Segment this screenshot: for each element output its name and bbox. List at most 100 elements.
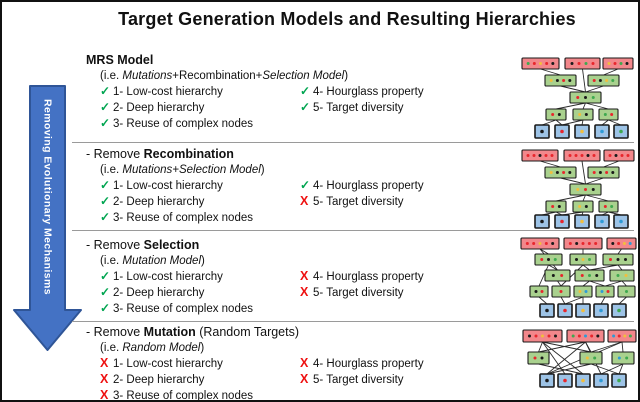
criteria-left-column: ✓ 1- Low-cost hierarchy ✓ 2- Deep hierarch… bbox=[100, 84, 522, 132]
status-icon: X bbox=[300, 194, 309, 208]
status-icon: ✓ bbox=[100, 178, 111, 192]
sub-post: ) bbox=[201, 255, 205, 267]
criterion-label: 4- Hourglass property bbox=[313, 86, 424, 98]
criterion-row: ✓ 1- Low-cost hierarchy bbox=[100, 269, 522, 285]
criterion-row: ✓ 3- Reuse of complex nodes bbox=[100, 116, 522, 132]
arrow-label: Removing Evolutionary Mechanisms bbox=[41, 98, 54, 295]
heading-bold: Recombination bbox=[143, 147, 234, 161]
criterion-label: 1- Low-cost hierarchy bbox=[113, 180, 223, 192]
sub-post: ) bbox=[260, 164, 265, 176]
section-subtitle: (i.e. Mutation Model) bbox=[100, 253, 522, 269]
sub-post: ) bbox=[200, 342, 205, 354]
criterion-row: X 4- Hourglass property bbox=[300, 356, 424, 372]
heading-prefix: - Remove bbox=[86, 147, 144, 161]
heading-suffix: (Random Targets) bbox=[195, 325, 300, 339]
section-remove-selection: - Remove Selection (i.e. Mutation Model)… bbox=[86, 237, 522, 317]
heading-prefix: - Remove bbox=[86, 238, 144, 252]
criterion-row: ✓ 2- Deep hierarchy bbox=[100, 194, 522, 210]
criterion-row: X 1- Low-cost hierarchy bbox=[100, 356, 522, 372]
criterion-row: X 4- Hourglass property bbox=[300, 269, 424, 285]
criterion-row: ✓ 4- Hourglass property bbox=[300, 84, 424, 100]
status-icon: X bbox=[300, 372, 309, 386]
heading-bold: Selection bbox=[143, 238, 200, 252]
criterion-label: 2- Deep hierarchy bbox=[113, 287, 205, 299]
section-mrs-model: MRS Model (i.e. Mutations+Recombination+… bbox=[86, 52, 522, 132]
criteria-right-column: ✓ 4- Hourglass property X 5- Target divers… bbox=[300, 178, 424, 210]
status-icon: ✓ bbox=[100, 100, 111, 114]
heading-prefix: - Remove bbox=[86, 325, 144, 339]
criterion-label: 4- Hourglass property bbox=[313, 358, 424, 370]
criteria-right-column: ✓ 4- Hourglass property ✓ 5- Target divers… bbox=[300, 84, 424, 116]
criterion-label: 4- Hourglass property bbox=[313, 271, 424, 283]
section-heading: - Remove Recombination bbox=[86, 146, 522, 162]
sub-italic2: Selection Model bbox=[262, 70, 345, 82]
criterion-label: 3- Reuse of complex nodes bbox=[113, 390, 253, 402]
sub-pre: (i.e. bbox=[100, 164, 123, 176]
down-arrow-icon bbox=[13, 85, 82, 351]
section-divider bbox=[72, 321, 634, 322]
status-icon: ✓ bbox=[100, 84, 111, 98]
status-icon: ✓ bbox=[100, 301, 111, 315]
criterion-row: ✓ 2- Deep hierarchy bbox=[100, 100, 522, 116]
criteria-right-column: X 4- Hourglass property X 5- Target divers… bbox=[300, 356, 424, 388]
criterion-label: 3- Reuse of complex nodes bbox=[113, 212, 253, 224]
criterion-label: 1- Low-cost hierarchy bbox=[113, 358, 223, 370]
criterion-row: ✓ 1- Low-cost hierarchy bbox=[100, 84, 522, 100]
section-heading: - Remove Selection bbox=[86, 237, 522, 253]
criterion-row: X 2- Deep hierarchy bbox=[100, 372, 522, 388]
hierarchy-diagram-mrs bbox=[519, 55, 637, 141]
status-icon: X bbox=[300, 269, 309, 283]
section-subtitle: (i.e. Mutations+Selection Model) bbox=[100, 162, 522, 178]
heading-bold: Mutation bbox=[143, 325, 196, 339]
status-icon: ✓ bbox=[100, 285, 111, 299]
criterion-row: ✓ 5- Target diversity bbox=[300, 100, 424, 116]
status-icon: ✓ bbox=[100, 116, 111, 130]
criterion-label: 2- Deep hierarchy bbox=[113, 196, 205, 208]
sub-italic1: Random Model bbox=[122, 342, 201, 354]
section-remove-recombination: - Remove Recombination (i.e. Mutations+S… bbox=[86, 146, 522, 226]
sub-mid: +Recombination+ bbox=[172, 70, 263, 82]
criterion-label: 1- Low-cost hierarchy bbox=[113, 271, 223, 283]
criterion-label: 3- Reuse of complex nodes bbox=[113, 303, 253, 315]
criterion-label: 4- Hourglass property bbox=[313, 180, 424, 192]
hierarchy-diagram-no-recombination bbox=[519, 148, 637, 232]
criteria-left-column: ✓ 1- Low-cost hierarchy ✓ 2- Deep hierarch… bbox=[100, 178, 522, 226]
section-heading: MRS Model bbox=[86, 52, 522, 68]
criterion-row: X 5- Target diversity bbox=[300, 194, 424, 210]
criterion-row: ✓ 4- Hourglass property bbox=[300, 178, 424, 194]
removing-mechanisms-arrow: Removing Evolutionary Mechanisms bbox=[8, 82, 86, 356]
sub-post: ) bbox=[344, 70, 349, 82]
criterion-row: ✓ 1- Low-cost hierarchy bbox=[100, 178, 522, 194]
status-icon: X bbox=[100, 388, 109, 402]
criterion-label: 2- Deep hierarchy bbox=[113, 374, 205, 386]
criterion-label: 5- Target diversity bbox=[313, 196, 404, 208]
sub-italic1: Mutation Model bbox=[122, 255, 201, 267]
section-divider bbox=[72, 142, 634, 143]
sub-pre: (i.e. bbox=[100, 342, 123, 354]
status-icon: ✓ bbox=[100, 269, 111, 283]
status-icon: X bbox=[300, 356, 309, 370]
sub-pre: (i.e. bbox=[100, 255, 123, 267]
status-icon: ✓ bbox=[300, 178, 311, 192]
figure-title: Target Generation Models and Resulting H… bbox=[118, 9, 576, 29]
criterion-label: 5- Target diversity bbox=[313, 102, 404, 114]
status-icon: X bbox=[300, 285, 309, 299]
criterion-label: 3- Reuse of complex nodes bbox=[113, 118, 253, 130]
criterion-label: 5- Target diversity bbox=[313, 374, 404, 386]
criteria-right-column: X 4- Hourglass property X 5- Target divers… bbox=[300, 269, 424, 301]
status-icon: ✓ bbox=[300, 84, 311, 98]
section-remove-mutation: - Remove Mutation (Random Targets) (i.e.… bbox=[86, 324, 522, 402]
sub-italic1: Mutations+Selection Model bbox=[122, 164, 261, 176]
status-icon: ✓ bbox=[100, 210, 111, 224]
sub-pre: (i.e. bbox=[100, 70, 123, 82]
criterion-row: ✓ 2- Deep hierarchy bbox=[100, 285, 522, 301]
section-subtitle: (i.e. Mutations+Recombination+Selection … bbox=[100, 68, 522, 84]
heading-bold: MRS Model bbox=[86, 53, 154, 67]
section-divider bbox=[72, 230, 634, 231]
status-icon: X bbox=[100, 372, 109, 386]
section-heading: - Remove Mutation (Random Targets) bbox=[86, 324, 522, 340]
criterion-row: X 5- Target diversity bbox=[300, 285, 424, 301]
criterion-label: 1- Low-cost hierarchy bbox=[113, 86, 223, 98]
sub-italic1: Mutations bbox=[122, 70, 173, 82]
